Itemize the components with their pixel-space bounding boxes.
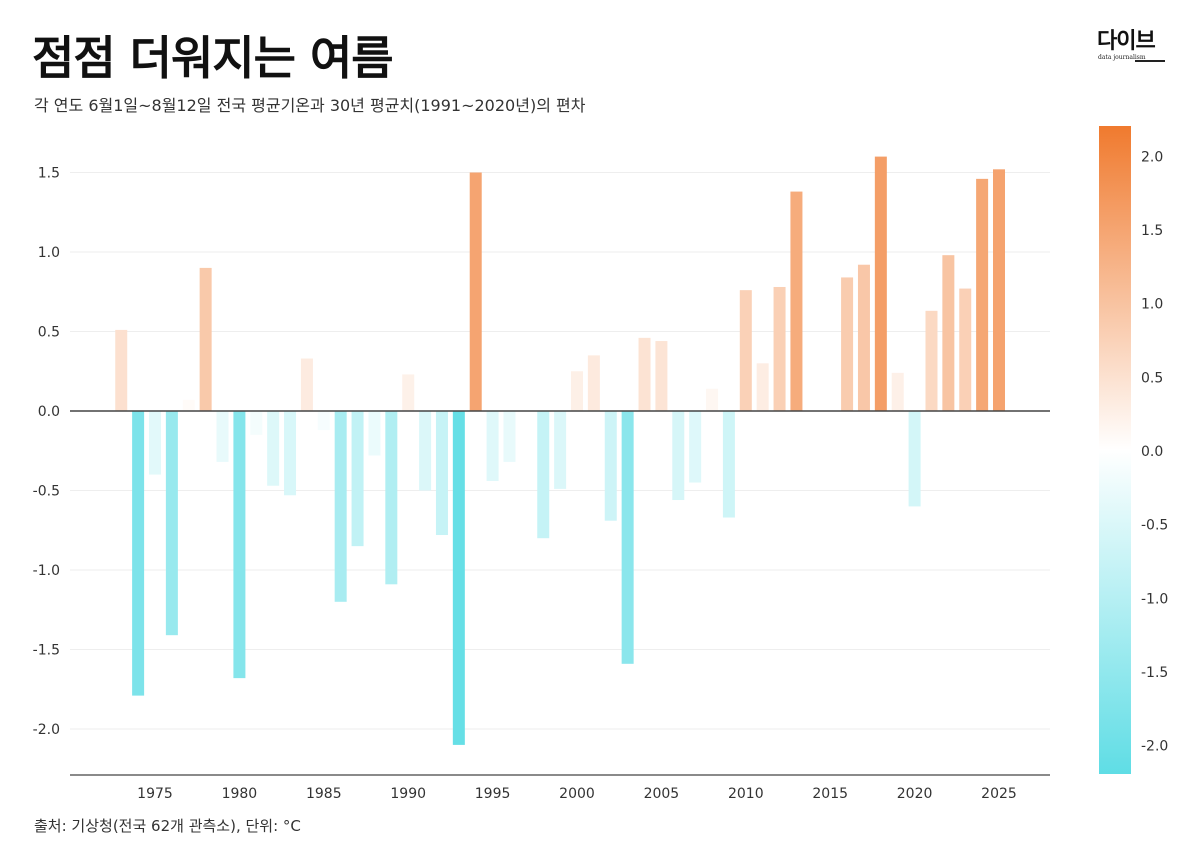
- x-tick-label: 2010: [728, 786, 764, 802]
- chart-title: 점점 더워지는 여름: [32, 31, 394, 85]
- bar-1991: [419, 411, 432, 491]
- colorbar-tick-label: -1.5: [1141, 665, 1168, 681]
- bar-1985: [317, 411, 330, 431]
- bar-1977: [182, 399, 195, 411]
- y-tick-label: -1.5: [33, 643, 60, 659]
- bar-1981: [250, 411, 263, 435]
- y-tick-label: -1.0: [33, 563, 60, 579]
- bar-2012: [773, 286, 786, 411]
- bar-1995: [486, 411, 499, 481]
- bar-2016: [841, 277, 854, 411]
- bar-2008: [706, 388, 719, 411]
- bar-1996: [503, 411, 516, 462]
- y-tick-label: -2.0: [33, 722, 60, 738]
- x-tick-label: 2000: [559, 786, 595, 802]
- y-tick-label: -0.5: [33, 484, 60, 500]
- bar-1980: [233, 411, 246, 679]
- bar-1992: [435, 411, 448, 536]
- logo: 다이브 data journalism: [1097, 30, 1169, 64]
- x-tick-label: 2005: [644, 786, 680, 802]
- bar-2020: [908, 411, 921, 507]
- x-tick-label: 1990: [390, 786, 426, 802]
- bar-2001: [587, 355, 600, 411]
- bar-1987: [351, 411, 364, 547]
- bar-1978: [199, 267, 212, 411]
- bar-2021: [925, 310, 938, 411]
- x-tick-label: 2015: [812, 786, 848, 802]
- bar-1984: [300, 358, 313, 411]
- bar-1990: [402, 374, 415, 411]
- bar-2017: [857, 264, 870, 411]
- colorbar-legend: 2.0 1.5 1.0 0.5 0.0 -0.5 -1.0 -1.5 -2.0: [1099, 126, 1168, 774]
- bars: [115, 156, 1005, 745]
- bar-1983: [284, 411, 297, 496]
- source-note: 출처: 기상청(전국 62개 관측소), 단위: °C: [34, 817, 301, 835]
- bar-1986: [334, 411, 347, 602]
- colorbar-tick-label: 2.0: [1141, 149, 1163, 165]
- y-tick-label: 1.0: [38, 245, 60, 261]
- bar-1994: [469, 172, 482, 411]
- logo-tagline: data journalism: [1098, 54, 1146, 61]
- bar-2004: [638, 337, 651, 411]
- bar-2024: [976, 178, 989, 411]
- y-tick-label: 0.0: [38, 404, 60, 420]
- bar-1974: [132, 411, 145, 696]
- x-tick-label: 1985: [306, 786, 342, 802]
- colorbar-tick-label: 0.0: [1141, 444, 1163, 460]
- bar-2007: [689, 411, 702, 483]
- colorbar-tick-label: -1.0: [1141, 591, 1168, 607]
- bar-2005: [655, 341, 668, 411]
- x-tick-label: 2025: [981, 786, 1017, 802]
- bar-2002: [604, 411, 617, 521]
- bar-2013: [790, 191, 803, 411]
- y-tick-label: 1.5: [38, 166, 60, 182]
- colorbar-tick-label: 0.5: [1141, 370, 1163, 386]
- x-tick-label: 2020: [897, 786, 933, 802]
- bar-2025: [993, 169, 1005, 411]
- bar-2006: [672, 411, 685, 501]
- y-tick-label: 0.5: [38, 325, 60, 341]
- x-tick-label: 1975: [137, 786, 173, 802]
- x-tick-label: 1995: [475, 786, 511, 802]
- colorbar-tick-label: -2.0: [1141, 739, 1168, 755]
- colorbar-gradient: [1099, 126, 1131, 774]
- logo-name: 다이브: [1097, 29, 1156, 54]
- bar-1999: [554, 411, 567, 489]
- bar-1988: [368, 411, 381, 456]
- bar-2019: [891, 372, 904, 411]
- bar-2010: [739, 290, 752, 411]
- bar-1973: [115, 329, 128, 411]
- bar-2023: [959, 288, 972, 411]
- bar-2000: [571, 371, 583, 411]
- colorbar-tick-label: 1.5: [1141, 223, 1163, 239]
- colorbar-tick-label: 1.0: [1141, 297, 1163, 313]
- bar-1979: [216, 411, 229, 462]
- bar-1989: [385, 411, 398, 585]
- bar-1975: [149, 411, 161, 475]
- bar-2011: [756, 363, 769, 411]
- bar-1976: [165, 411, 178, 636]
- bar-2009: [722, 411, 735, 518]
- bar-2018: [874, 156, 887, 411]
- axes: -2.0 -1.5 -1.0 -0.5 0.0 0.5 1.0 1.5 1975 1980 1985…: [33, 166, 1050, 802]
- logo-underline: [1135, 60, 1165, 62]
- x-tick-label: 1980: [222, 786, 258, 802]
- chart-subtitle: 각 연도 6월1일~8월12일 전국 평균기온과 30년 평균치(1991~20…: [34, 96, 586, 115]
- bar-1993: [452, 411, 465, 745]
- bar-2003: [621, 411, 634, 664]
- bar-1998: [537, 411, 550, 539]
- bar-1982: [267, 411, 280, 486]
- bar-2022: [942, 255, 955, 411]
- colorbar-tick-label: -0.5: [1141, 518, 1168, 534]
